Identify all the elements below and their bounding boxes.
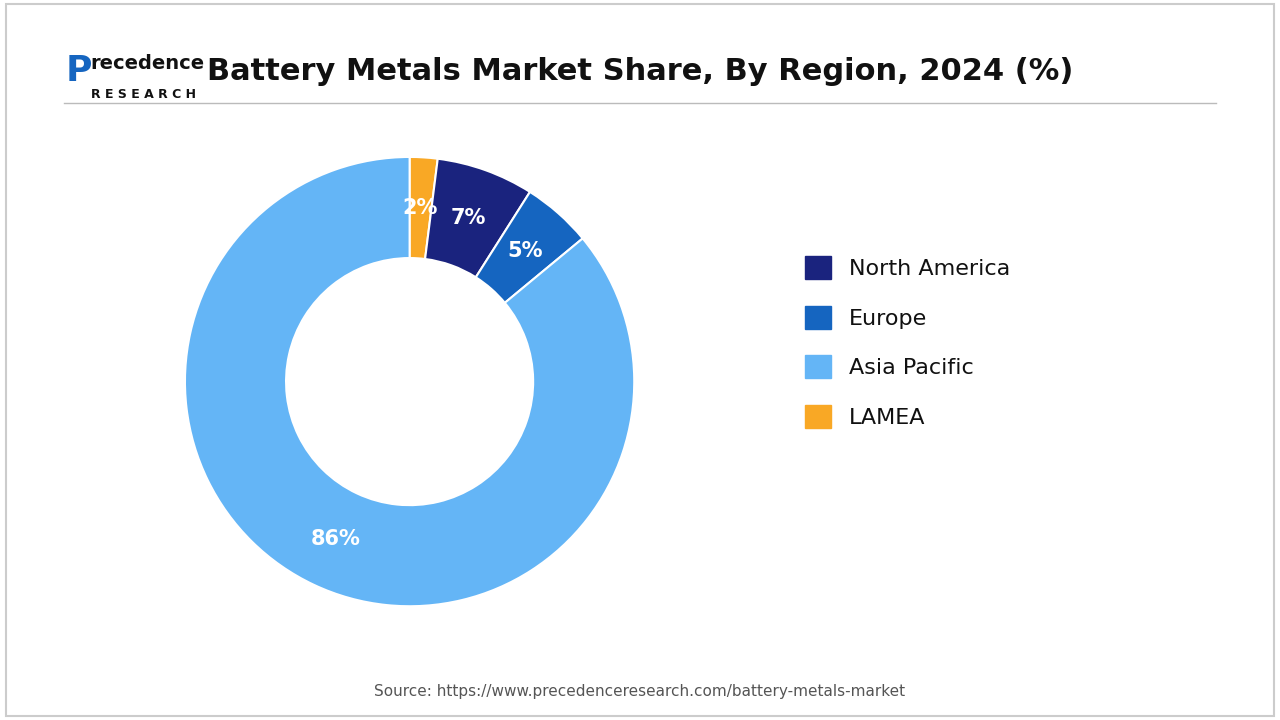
Wedge shape <box>425 158 530 277</box>
Wedge shape <box>410 157 438 259</box>
Text: R E S E A R C H: R E S E A R C H <box>91 88 196 101</box>
Text: P: P <box>65 54 92 88</box>
Text: recedence: recedence <box>91 54 205 73</box>
Legend: North America, Europe, Asia Pacific, LAMEA: North America, Europe, Asia Pacific, LAM… <box>805 256 1010 428</box>
Wedge shape <box>476 192 582 303</box>
Text: Battery Metals Market Share, By Region, 2024 (%): Battery Metals Market Share, By Region, … <box>207 58 1073 86</box>
Text: Source: https://www.precedenceresearch.com/battery-metals-market: Source: https://www.precedenceresearch.c… <box>375 684 905 698</box>
Text: 86%: 86% <box>311 529 361 549</box>
Text: 7%: 7% <box>451 208 486 228</box>
Text: 2%: 2% <box>403 198 438 218</box>
Wedge shape <box>186 157 634 606</box>
Text: 5%: 5% <box>507 241 543 261</box>
